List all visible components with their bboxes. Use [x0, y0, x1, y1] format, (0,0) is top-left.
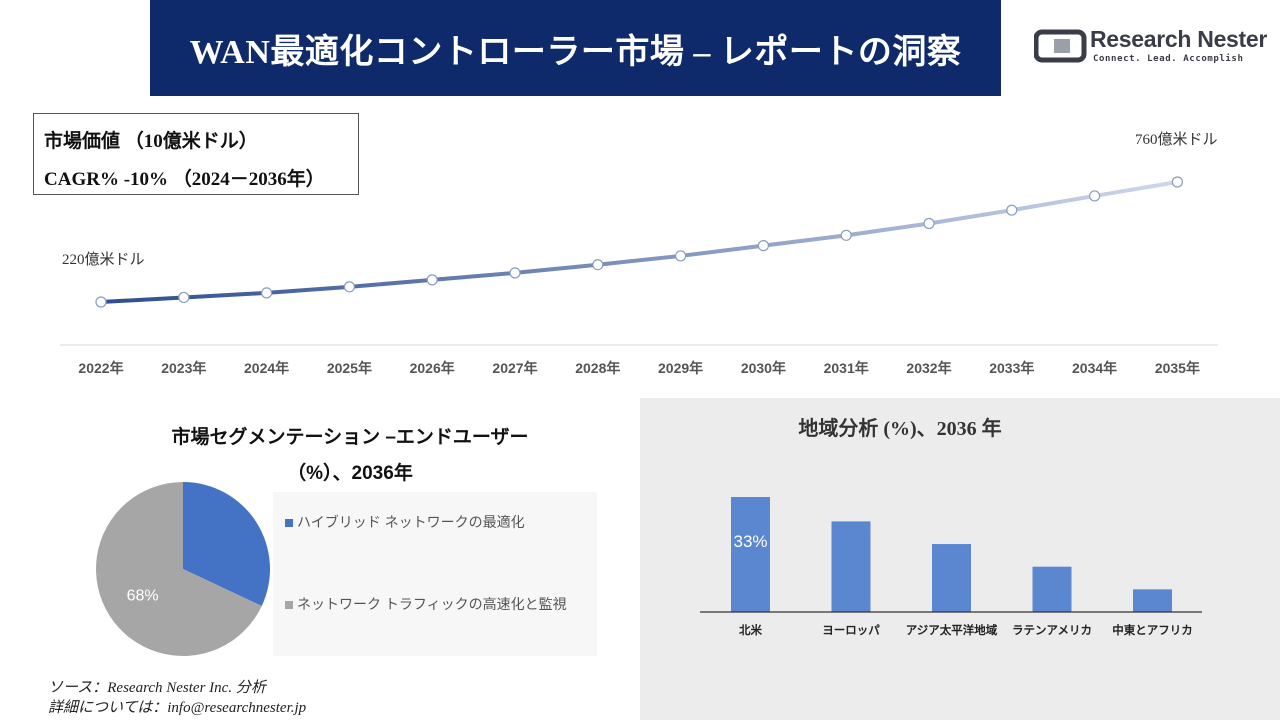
x-tick-label: 2028年	[575, 360, 620, 376]
title-banner: WAN最適化コントローラー市場 – レポートの洞察	[150, 0, 1001, 96]
x-tick-label: 2024年	[244, 360, 289, 376]
x-tick-label: 2025年	[327, 360, 372, 376]
regional-bar-chart: 33% 北米 ヨーロッパ アジア太平洋地域 ラテンアメリカ 中東とアフリカ	[700, 497, 1202, 637]
pie-data-label: 68%	[127, 588, 159, 605]
bar-chart-title: 地域分析 (%)、2036 年	[798, 418, 1002, 440]
x-tick-label: 2026年	[410, 360, 455, 376]
x-tick-label: 2031年	[824, 360, 869, 376]
x-tick-label: 2023年	[161, 360, 206, 376]
market-growth-line-chart: 2022年 2023年 2024年 2025年 2026年 2027年 2028年 2029年…	[60, 131, 1218, 376]
legend-label: ネットワーク トラフィックの高速化と監視	[297, 596, 567, 612]
bar	[1133, 589, 1172, 612]
logo-name: Research Nester	[1090, 26, 1268, 52]
legend-item-traffic: ネットワーク トラフィックの高速化と監視	[285, 592, 585, 616]
data-point	[923, 217, 935, 230]
x-tick-label: 2022年	[78, 360, 123, 376]
contact-note: 詳細については：info@researchnester.jp	[48, 700, 307, 716]
bar-category-label: アジア太平洋地域	[906, 623, 998, 637]
legend-label: ハイブリッド ネットワークの最適化	[297, 514, 525, 530]
data-point	[674, 250, 687, 262]
bar	[731, 497, 770, 612]
market-info-box: 市場価値 （10億米ドル） CAGR% -10% （2024－2036年）	[33, 113, 359, 195]
research-nester-logo: Research Nester Connect. Lead. Accomplis…	[1030, 24, 1267, 70]
legend-swatch	[285, 601, 293, 609]
data-point	[840, 229, 852, 241]
data-point	[343, 281, 355, 293]
end-value-label: 760億米ドル	[1135, 131, 1218, 148]
data-point	[1006, 204, 1018, 216]
bar-category-label: 中東とアフリカ	[1112, 623, 1193, 637]
data-point	[1171, 176, 1184, 188]
pie-chart-subtitle: （%）、2036年	[287, 463, 413, 484]
data-point	[1088, 190, 1101, 202]
data-point	[509, 267, 521, 279]
logo-mark-icon	[1034, 29, 1087, 63]
pie-legend: ハイブリッド ネットワークの最適化 ネットワーク トラフィックの高速化と監視	[273, 492, 597, 656]
data-point	[757, 240, 770, 252]
data-point	[95, 296, 107, 308]
data-point	[426, 274, 438, 286]
market-value-label: 市場価値 （10億米ドル）	[44, 131, 258, 152]
x-tick-label: 2029年	[658, 360, 703, 376]
x-tick-label: 2030年	[741, 360, 786, 376]
data-point	[592, 259, 604, 271]
x-tick-label: 2035年	[1155, 360, 1200, 376]
legend-item-hybrid: ハイブリッド ネットワークの最適化	[285, 510, 585, 534]
bar-category-label: ラテンアメリカ	[1012, 624, 1092, 637]
pie-slice	[95, 482, 262, 656]
logo-tagline: Connect. Lead. Accomplish	[1093, 54, 1244, 64]
data-point	[178, 291, 190, 304]
bar	[932, 544, 971, 612]
bar-category-label: ヨーロッパ	[822, 624, 880, 637]
x-tick-label: 2027年	[492, 360, 537, 376]
data-point	[261, 287, 273, 299]
bar	[831, 521, 871, 612]
x-tick-label: 2034年	[1072, 360, 1117, 376]
bar-data-label: 33%	[733, 532, 767, 551]
page-title: WAN最適化コントローラー市場 – レポートの洞察	[189, 33, 962, 71]
pie-chart-title: 市場セグメンテーション –エンドユーザー	[171, 427, 529, 448]
cagr-label: CAGR% -10% （2024－2036年）	[44, 169, 325, 190]
x-tick-label: 2032年	[906, 360, 951, 376]
source-note: ソース：Research Nester Inc. 分析	[48, 680, 266, 696]
x-tick-label: 2033年	[989, 360, 1034, 376]
bar-category-label: 北米	[739, 623, 762, 637]
bar	[1032, 566, 1072, 612]
start-value-label: 220億米ドル	[62, 251, 145, 268]
legend-swatch	[285, 519, 293, 527]
end-user-pie-chart: 68%	[95, 482, 270, 656]
series-line	[99, 180, 1180, 304]
pie-slice	[183, 482, 270, 607]
